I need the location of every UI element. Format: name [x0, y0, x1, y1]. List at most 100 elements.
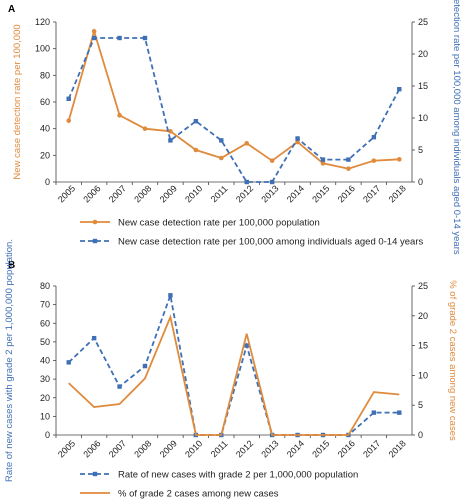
x-tick-label: 2009 — [158, 183, 179, 204]
data-point — [168, 293, 173, 298]
data-point — [193, 119, 199, 124]
left-tick-label: 40 — [40, 356, 50, 366]
x-tick-label: 2017 — [361, 183, 382, 204]
x-tick-label: 2018 — [387, 438, 408, 459]
x-tick-label: 2016 — [336, 183, 357, 204]
left-tick-label: 30 — [40, 374, 50, 384]
x-tick-label: 2008 — [132, 183, 153, 204]
x-tick-label: 2012 — [234, 183, 255, 204]
data-point — [66, 118, 72, 123]
left-tick-label: 100 — [35, 44, 50, 54]
left-tick-label: 10 — [40, 411, 50, 421]
right-tick-label: 20 — [418, 49, 428, 59]
data-point — [91, 35, 97, 41]
x-tick-label: 2005 — [56, 183, 77, 204]
right-tick-label: 5 — [418, 145, 423, 155]
legend-label: New case detection rate per 100,000 popu… — [118, 218, 320, 229]
x-tick-label: 2011 — [209, 183, 230, 204]
left-tick-label: 0 — [45, 177, 50, 187]
x-tick-label: 2014 — [285, 183, 306, 204]
left-tick-label: 40 — [40, 124, 50, 134]
legend-label: New case detection rate per 100,000 amon… — [118, 237, 423, 248]
right-tick-label: 15 — [418, 341, 428, 351]
right-tick-label: 15 — [418, 81, 428, 91]
x-tick-label: 2013 — [259, 183, 280, 204]
x-tick-label: 2015 — [310, 183, 331, 204]
right-tick-label: 0 — [418, 430, 423, 440]
x-tick-label: 2005 — [56, 438, 77, 459]
left-tick-label: 120 — [35, 17, 50, 27]
x-tick-label: 2018 — [387, 183, 408, 204]
data-point — [244, 343, 249, 348]
left-tick-label: 80 — [40, 281, 50, 291]
left-tick-label: 60 — [40, 97, 50, 107]
x-tick-label: 2008 — [132, 438, 153, 459]
series-line — [68, 291, 400, 436]
x-tick-label: 2006 — [81, 438, 102, 459]
x-tick-label: 2014 — [285, 438, 306, 459]
data-point — [397, 87, 402, 92]
x-tick-label: 2011 — [209, 438, 230, 459]
data-point — [371, 158, 377, 163]
data-point — [66, 360, 71, 365]
left-tick-label: 20 — [40, 393, 50, 403]
right-tick-label: 10 — [418, 113, 428, 123]
legend-swatch-marker — [92, 471, 98, 477]
data-point — [244, 141, 250, 146]
data-point — [142, 363, 148, 369]
data-point — [295, 139, 300, 145]
data-point — [397, 410, 402, 415]
left-tick-label: 60 — [40, 318, 50, 328]
x-tick-label: 2015 — [310, 438, 331, 459]
data-point — [168, 129, 173, 134]
x-tick-label: 2010 — [183, 438, 204, 459]
data-point — [218, 155, 224, 161]
left-tick-label: 20 — [40, 150, 50, 160]
x-tick-label: 2010 — [183, 183, 204, 204]
data-point — [320, 161, 326, 166]
series-line — [68, 313, 400, 436]
data-point — [91, 29, 97, 34]
series-line — [67, 37, 401, 183]
x-tick-label: 2013 — [259, 438, 280, 459]
left-axis-title: New case detection rate per 100,000 — [12, 24, 23, 179]
data-point — [346, 157, 351, 162]
x-tick-label: 2009 — [158, 438, 179, 459]
panel-b: B 0 10 20 30 40 50 60 70 80 0 5 10 15 20 25 2005 2006 2007… — [4, 239, 458, 499]
legend-swatch-marker — [92, 219, 98, 225]
series-line — [67, 28, 400, 170]
right-tick-label: 20 — [418, 311, 428, 321]
x-tick-label: 2007 — [107, 183, 128, 204]
data-point — [142, 126, 148, 131]
right-axis-title: New case detection rate per 100,000 amon… — [451, 0, 462, 255]
right-tick-label: 10 — [418, 370, 428, 380]
data-point — [193, 147, 199, 153]
x-tick-label: 2016 — [336, 438, 357, 459]
data-point — [168, 138, 173, 143]
x-tick-label: 2006 — [81, 183, 102, 204]
x-tick-label: 2012 — [234, 438, 255, 459]
right-tick-label: 0 — [418, 177, 423, 187]
data-point — [91, 335, 97, 341]
legend-swatch-marker — [92, 238, 98, 244]
data-point — [269, 158, 275, 163]
panel-letter: B — [8, 260, 15, 271]
data-point — [371, 135, 377, 140]
data-point — [244, 179, 249, 185]
legend-label: % of grade 2 cases among new cases — [118, 489, 279, 500]
data-point — [66, 96, 71, 101]
data-point — [219, 138, 224, 143]
x-tick-label: 2017 — [361, 438, 382, 459]
left-tick-label: 80 — [40, 70, 50, 80]
data-point — [117, 384, 122, 389]
data-point — [117, 35, 122, 41]
right-tick-label: 5 — [418, 400, 423, 410]
x-tick-label: 2007 — [107, 438, 128, 459]
data-point — [396, 157, 402, 162]
data-point — [371, 410, 377, 415]
left-tick-label: 0 — [45, 430, 50, 440]
right-tick-label: 25 — [418, 17, 428, 27]
legend-label: Rate of new cases with grade 2 per 1,000… — [118, 470, 358, 481]
panel-letter: A — [8, 4, 15, 15]
